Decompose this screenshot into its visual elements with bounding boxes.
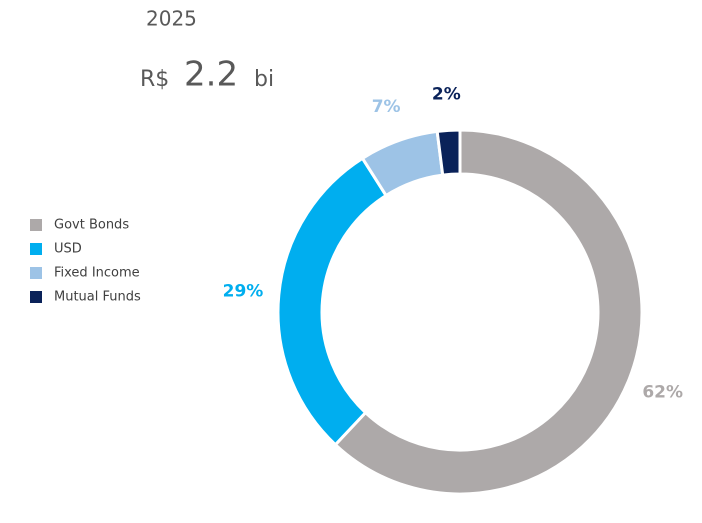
donut-slice (333, 128, 644, 496)
total-prefix: R$ (140, 67, 169, 92)
data-label: 62% (642, 382, 683, 402)
donut-slice (276, 156, 389, 447)
total-value: 2.2 (184, 55, 238, 95)
legend-label: Govt Bonds (54, 218, 129, 233)
data-label: 7% (372, 97, 401, 117)
data-label: 29% (223, 281, 264, 301)
donut-slice (435, 128, 462, 177)
legend-label: Fixed Income (54, 266, 140, 281)
data-label: 2% (432, 84, 461, 104)
legend-swatch (30, 267, 42, 279)
total-suffix: bi (254, 67, 274, 92)
legend-label: USD (54, 242, 82, 257)
legend-swatch (30, 219, 42, 231)
chart-title: 2025 (146, 7, 197, 31)
legend-swatch (30, 243, 42, 255)
legend-swatch (30, 291, 42, 303)
legend-label: Mutual Funds (54, 290, 141, 305)
